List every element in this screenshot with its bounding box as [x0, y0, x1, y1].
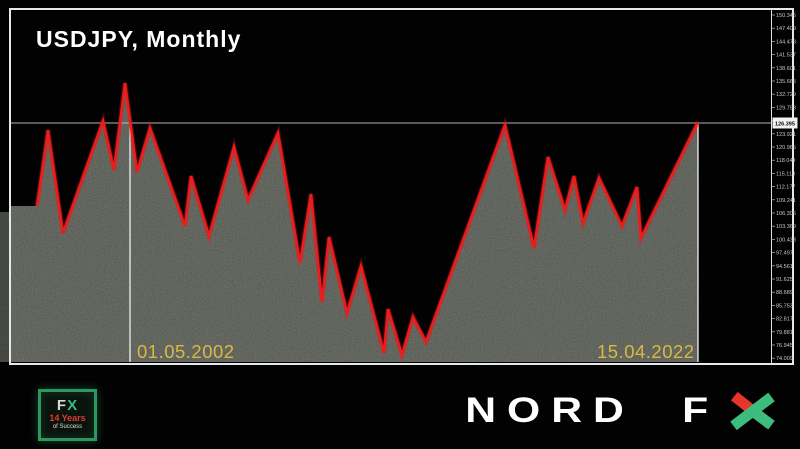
y-axis-label: 82.817	[776, 317, 793, 323]
badge-fx-label: FX	[56, 397, 79, 414]
y-axis-label: 97.497	[776, 251, 793, 257]
y-axis-label: 123.921	[776, 132, 796, 138]
y-axis-label: 91.625	[776, 277, 793, 283]
y-axis-label: 85.753	[776, 303, 793, 309]
y-axis-label: 144.473	[776, 39, 796, 45]
y-axis-label: 106.305	[776, 211, 796, 217]
badge-f-letter: F	[56, 397, 68, 414]
y-axis-label: 129.793	[776, 105, 796, 111]
y-axis-label: 88.689	[776, 290, 793, 296]
y-axis-label: 74.009	[776, 356, 793, 362]
y-axis-label: 138.601	[776, 66, 796, 72]
brand-x-icon	[730, 392, 775, 430]
y-axis-label: 150.345	[776, 13, 796, 19]
y-axis-label: 141.537	[776, 53, 796, 59]
y-axis-label: 135.665	[776, 79, 796, 85]
y-axis-label: 94.561	[776, 264, 793, 270]
brand-wordmark: NORD F	[465, 391, 719, 430]
anniversary-badge: FX 14 Years of Success	[38, 389, 97, 441]
badge-success-label: of Success	[52, 424, 83, 430]
y-axis-label: 112.177	[776, 185, 795, 191]
current-price-box	[772, 117, 798, 129]
badge-x-letter: X	[67, 397, 79, 414]
y-axis-label: 76.945	[776, 343, 793, 349]
start-date-annotation: 01.05.2002	[137, 341, 235, 362]
chart-frame-border	[9, 8, 794, 365]
brand-logo: NORD F X	[465, 391, 776, 431]
y-axis-label: 109.241	[776, 198, 796, 204]
y-axis-label: 120.985	[776, 145, 796, 151]
y-axis-label: 118.049	[776, 158, 795, 164]
current-price-label: 126.395	[775, 121, 795, 127]
y-axis-label: 132.729	[776, 92, 796, 98]
y-axis-label: 100.433	[776, 237, 796, 243]
chart-title: USDJPY, Monthly	[36, 26, 242, 52]
y-axis-label: 103.369	[776, 224, 796, 230]
y-axis-label: 79.881	[776, 330, 793, 336]
badge-years-label: 14 Years	[49, 413, 86, 423]
price-line	[35, 82, 700, 360]
y-axis-label: 147.409	[776, 26, 796, 32]
y-axis-label: 115.113	[776, 171, 795, 177]
margin-noise	[0, 212, 9, 362]
end-date-annotation: 15.04.2022	[597, 341, 695, 362]
